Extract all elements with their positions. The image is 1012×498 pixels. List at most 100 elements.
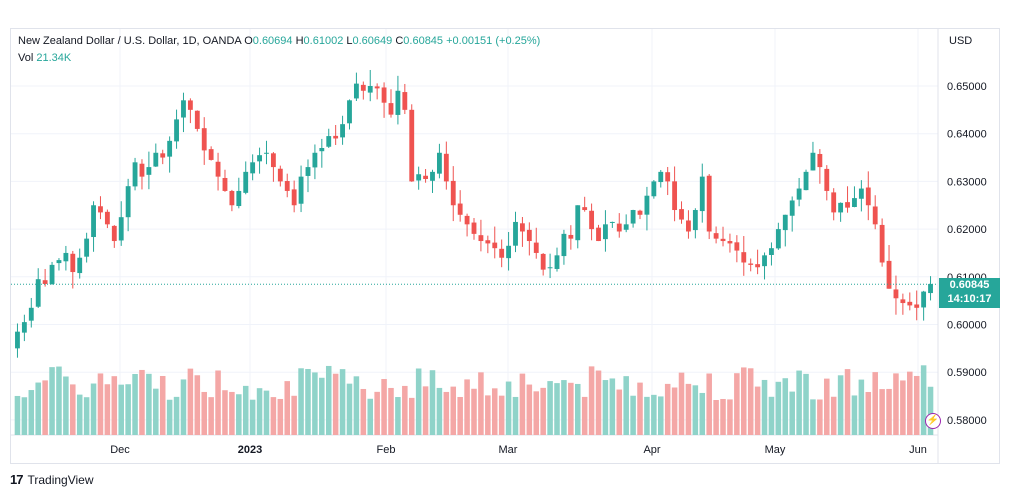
volume-bar	[125, 384, 131, 435]
volume-bar	[332, 373, 339, 435]
candle-body	[35, 279, 41, 307]
volume-bar	[471, 388, 477, 435]
symbol-title: New Zealand Dollar / U.S. Dollar, 1D, OA…	[18, 35, 242, 47]
lightning-icon[interactable]: ⚡	[925, 413, 941, 429]
change-value: +0.00151 (+0.25%)	[446, 35, 541, 47]
candle-body	[907, 301, 913, 306]
candle-body	[353, 83, 359, 99]
brand-name[interactable]: TradingView	[27, 472, 94, 487]
volume-bar	[651, 394, 657, 435]
candle-body	[748, 263, 754, 265]
candle-body	[838, 202, 844, 213]
candle-body	[340, 124, 345, 138]
candle-body	[443, 153, 449, 182]
candle-body	[589, 210, 595, 230]
candle-body	[430, 171, 435, 181]
candle-body	[153, 152, 159, 167]
candle-body	[499, 248, 505, 258]
volume-bar	[844, 369, 851, 435]
volume-bar	[893, 373, 899, 435]
volume-bar	[547, 381, 553, 435]
low-label: L	[346, 35, 353, 47]
candle-body	[450, 180, 456, 206]
volume-bar	[153, 388, 159, 435]
volume-bar	[581, 396, 588, 435]
candle-body	[333, 135, 339, 139]
y-tick-label: 0.59000	[947, 367, 987, 379]
volume-bar	[727, 399, 733, 435]
volume-bar	[768, 396, 775, 435]
volume-bar	[63, 376, 69, 435]
candle-body	[63, 252, 69, 262]
volume-bar	[83, 397, 90, 435]
candle-body	[160, 153, 166, 158]
volume-bar	[796, 370, 802, 435]
candle-body	[893, 289, 899, 299]
volume-bar	[574, 383, 581, 435]
volume-bar	[533, 391, 540, 435]
candle-body	[782, 214, 788, 231]
volume-bar	[526, 384, 533, 435]
candle-body	[796, 188, 802, 200]
y-tick-label: 0.64000	[947, 129, 987, 141]
candle-body	[651, 181, 657, 197]
candle-body	[561, 233, 567, 257]
volume-bar	[658, 396, 664, 435]
candle-body	[104, 211, 110, 225]
candle-body	[436, 152, 442, 174]
footer: 17 TradingView	[10, 472, 94, 487]
volume-bar	[367, 398, 374, 435]
candle-body	[284, 181, 290, 191]
candle-body	[630, 210, 636, 224]
candle-body	[665, 172, 671, 182]
candle-body	[900, 299, 906, 304]
volume-bar	[173, 396, 180, 435]
volume-bar	[561, 380, 567, 435]
candle-body	[471, 222, 477, 234]
candle-body	[706, 175, 712, 232]
volume-bar	[671, 387, 678, 435]
candle-body	[257, 155, 262, 162]
volume-bar	[554, 383, 560, 435]
volume-bar	[97, 373, 104, 435]
candle-body	[879, 224, 885, 263]
volume-bar	[865, 391, 872, 435]
candle-body	[810, 152, 816, 171]
candle-body	[727, 241, 733, 244]
volume-bar	[747, 368, 754, 435]
volume-bar	[858, 379, 865, 435]
candle-body	[201, 128, 207, 151]
volume-bar	[14, 395, 21, 435]
volume-label: Vol	[18, 52, 34, 64]
candle-body	[42, 280, 48, 284]
candle-body	[381, 87, 387, 103]
tradingview-logo-icon[interactable]: 17	[10, 472, 24, 487]
candle-body	[852, 198, 857, 208]
volume-bar	[298, 368, 304, 435]
volume-bar	[325, 365, 332, 435]
candle-body	[644, 195, 650, 215]
volume-bar	[270, 397, 277, 435]
candle-body	[547, 267, 553, 269]
volume-bar	[810, 399, 816, 435]
volume-bar	[374, 391, 380, 435]
candle-body	[208, 149, 214, 160]
candle-body	[194, 110, 200, 129]
volume-bar	[498, 395, 505, 435]
x-tick-label: May	[765, 444, 786, 456]
chart-frame[interactable]	[10, 28, 1000, 464]
candle-body	[865, 187, 871, 206]
candle-body	[741, 252, 747, 263]
volume-bar	[319, 377, 325, 435]
candle-body	[686, 220, 691, 232]
volume-bar	[540, 387, 546, 435]
volume-bar	[291, 395, 297, 435]
candle-body	[720, 238, 726, 242]
volume-bar	[734, 373, 740, 435]
volume-bar	[139, 369, 145, 435]
candle-body	[457, 203, 463, 215]
x-tick-label: Jun	[909, 444, 927, 456]
volume-bar	[353, 376, 360, 435]
close-value: 0.60845	[403, 35, 444, 47]
